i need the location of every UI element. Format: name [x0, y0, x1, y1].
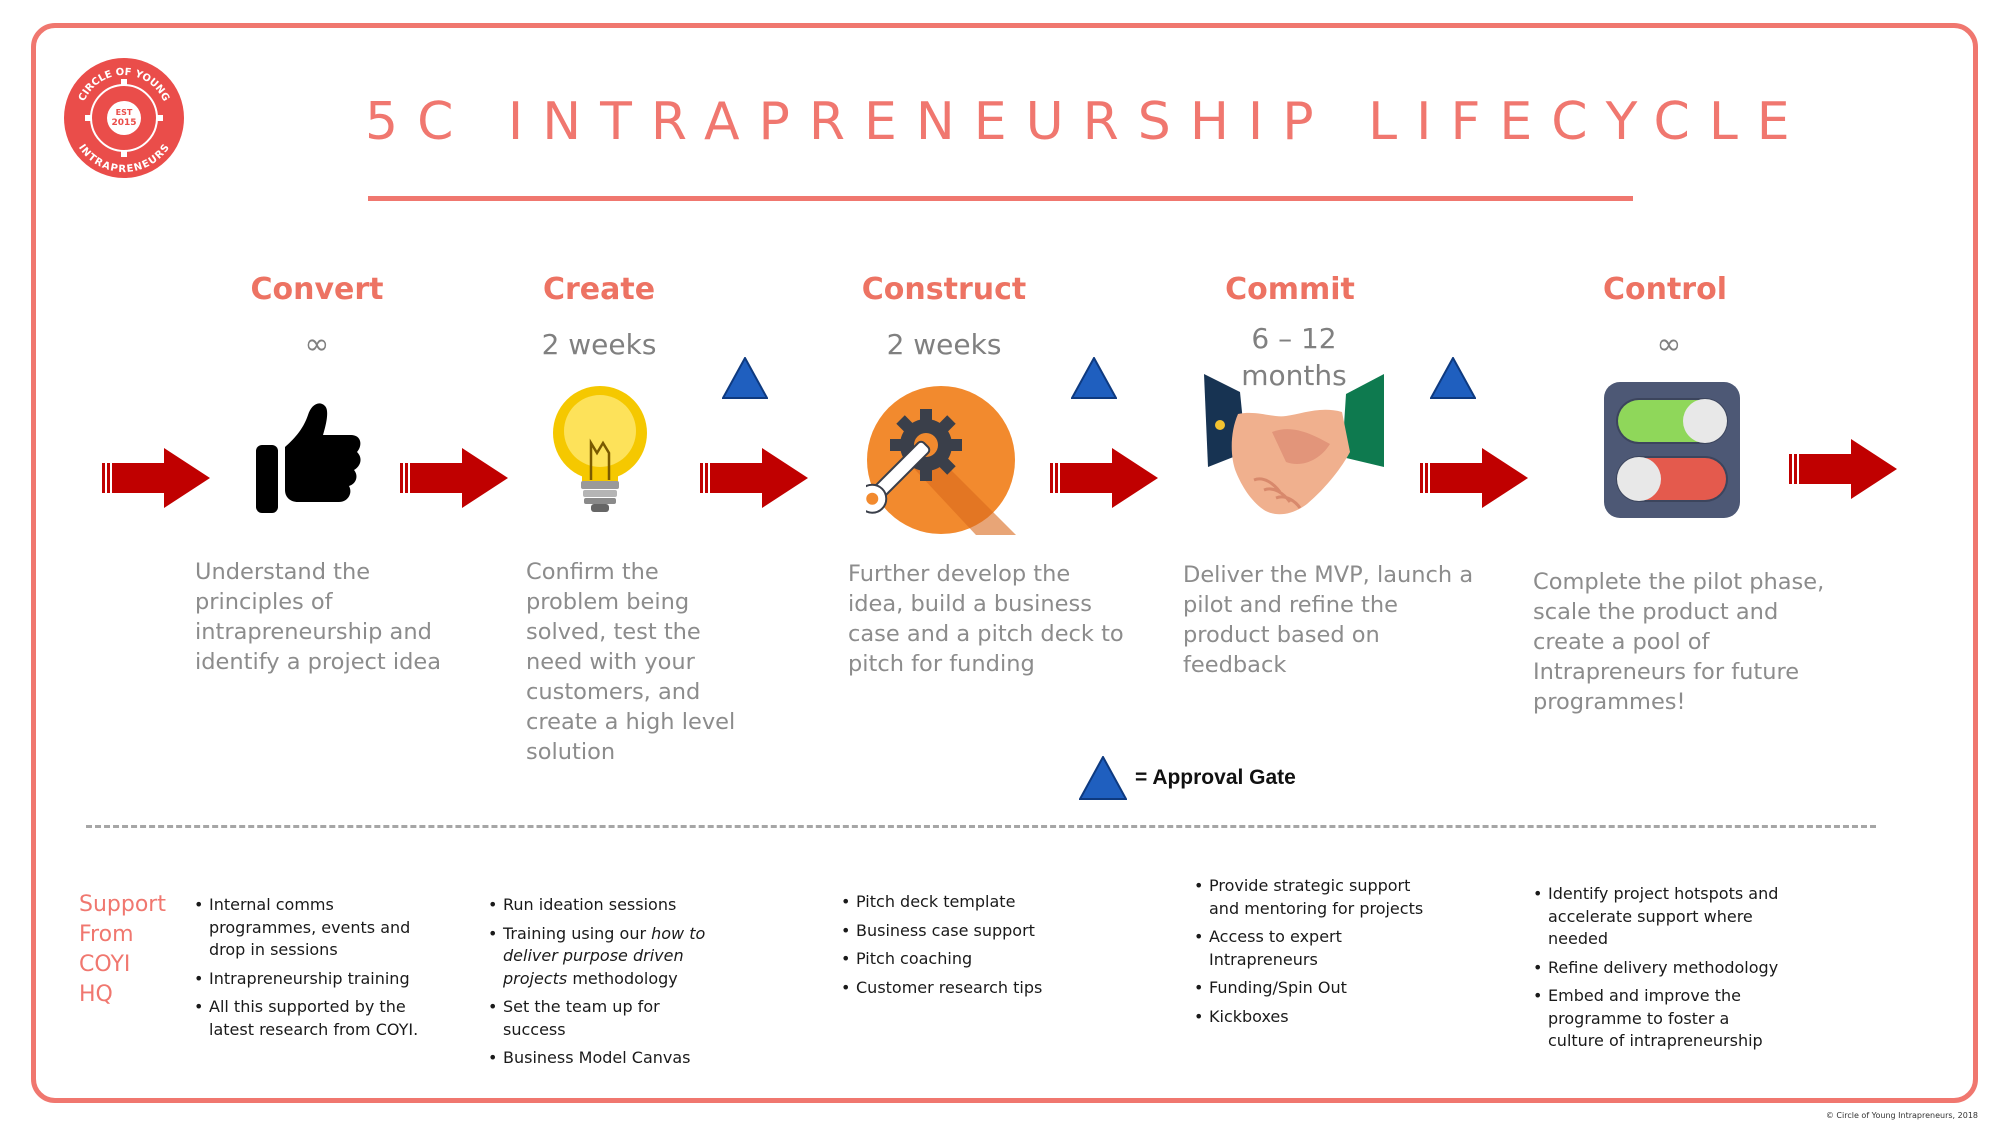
stage-title-control: Control — [1602, 272, 1727, 307]
description-line: problem being — [526, 589, 690, 615]
stage-duration-control: ∞ — [1656, 327, 1682, 362]
support-item: Pitch coaching — [841, 948, 1042, 971]
handshake-icon — [1204, 374, 1384, 515]
stage-duration-create: 2 weeks — [541, 328, 657, 361]
approval-gate-triangle-icon — [722, 357, 768, 399]
toggle-switches-icon — [1604, 382, 1740, 518]
support-label-line: Support — [79, 892, 166, 917]
stage-duration-commit-line2: months — [1241, 359, 1347, 392]
support-label: Support From COYI HQ — [79, 890, 199, 1010]
support-item: Run ideation sessions — [488, 894, 705, 917]
support-list-control: Identify project hotspots andaccelerate … — [1533, 883, 1778, 1059]
copyright-notice: © Circle of Young Intrapreneurs, 2018 — [1825, 1111, 1978, 1120]
support-list-construct: Pitch deck template Business case suppor… — [841, 891, 1042, 1005]
title-underline — [368, 196, 1633, 201]
description-line: intrapreneurship and — [195, 619, 432, 645]
description-line: Confirm the — [526, 559, 659, 585]
lightbulb-icon — [553, 386, 647, 512]
page-title: 5C INTRAPRENEURSHIP LIFECYCLE — [365, 92, 1809, 152]
stage-title-commit: Commit — [1225, 272, 1355, 307]
description-line: scale the product and — [1533, 599, 1779, 625]
description-line: create a high level — [526, 709, 736, 735]
support-item: Business case support — [841, 920, 1042, 943]
flow-arrow-3 — [700, 448, 808, 508]
legend-label: = Approval Gate — [1135, 766, 1296, 789]
support-item: Customer research tips — [841, 977, 1042, 1000]
flow-arrow-4 — [1050, 448, 1158, 508]
description-line: Deliver the MVP, launch a — [1183, 562, 1474, 588]
thumbs-up-icon — [256, 403, 361, 513]
flow-arrow-1 — [102, 448, 210, 508]
description-line: Further develop the — [848, 561, 1071, 587]
stage-description-create: Confirm the problem being solved, test t… — [526, 557, 735, 767]
approval-gate-triangle-icon — [1079, 756, 1127, 800]
coyi-logo: CIRCLE OF YOUNG INTRAPRENEURS EST 2015 — [64, 58, 184, 178]
stage-title-construct: Construct — [861, 272, 1027, 307]
stage-duration-construct: 2 weeks — [886, 328, 1002, 361]
stage-description-construct: Further develop the idea, build a busine… — [848, 559, 1124, 679]
stage-description-convert: Understand the principles of intrapreneu… — [195, 557, 441, 677]
description-line: Complete the pilot phase, — [1533, 569, 1825, 595]
support-item: Intrapreneurship training — [194, 968, 418, 991]
support-label-line: From — [79, 922, 134, 947]
description-line: customers, and — [526, 679, 701, 705]
description-line: principles of — [195, 589, 333, 615]
logo-est: EST — [116, 108, 133, 117]
support-item: Refine delivery methodology — [1533, 957, 1778, 980]
stage-description-commit: Deliver the MVP, launch a pilot and refi… — [1183, 560, 1473, 680]
support-item: Business Model Canvas — [488, 1047, 705, 1070]
support-item: Kickboxes — [1194, 1006, 1423, 1029]
support-label-line: COYI — [79, 952, 131, 977]
description-line: case and a pitch deck to — [848, 621, 1124, 647]
stage-duration-commit-line1: 6 – 12 — [1251, 322, 1337, 355]
gear-wrench-icon — [866, 386, 1016, 535]
support-item: Funding/Spin Out — [1194, 977, 1423, 1000]
description-line: identify a project idea — [195, 649, 442, 675]
description-line: solution — [526, 739, 616, 765]
approval-gate-triangle-icon — [1071, 357, 1117, 399]
description-line: create a pool of — [1533, 629, 1710, 655]
stage-description-control: Complete the pilot phase, scale the prod… — [1533, 567, 1824, 717]
support-item: Identify project hotspots andaccelerate … — [1533, 883, 1778, 951]
description-line: feedback — [1183, 652, 1287, 678]
flow-arrow-2 — [400, 448, 508, 508]
description-line: Intrapreneurs for future — [1533, 659, 1800, 685]
description-line: pitch for funding — [848, 651, 1035, 677]
description-line: need with your — [526, 649, 695, 675]
description-line: programmes! — [1533, 689, 1686, 715]
logo-year: 2015 — [111, 118, 136, 128]
section-divider — [86, 825, 1876, 828]
approval-gate-triangle-icon — [1430, 357, 1476, 399]
description-line: idea, build a business — [848, 591, 1092, 617]
approval-gate-legend: = Approval Gate — [1079, 755, 1296, 801]
description-line: solved, test the — [526, 619, 701, 645]
stage-duration-convert: ∞ — [304, 327, 330, 362]
flow-arrow-5 — [1420, 448, 1528, 508]
stage-title-convert: Convert — [250, 272, 384, 307]
flow-arrow-6 — [1789, 439, 1897, 499]
description-line: pilot and refine the — [1183, 592, 1398, 618]
description-line: Understand the — [195, 559, 371, 585]
support-list-create: Run ideation sessions Training using our… — [488, 894, 705, 1076]
slide-border — [31, 23, 1978, 1103]
support-label-line: HQ — [79, 982, 113, 1007]
description-line: product based on — [1183, 622, 1380, 648]
stage-duration-commit: 6 – 12 months — [1144, 320, 1444, 394]
stage-title-create: Create — [542, 272, 656, 307]
support-item: Pitch deck template — [841, 891, 1042, 914]
